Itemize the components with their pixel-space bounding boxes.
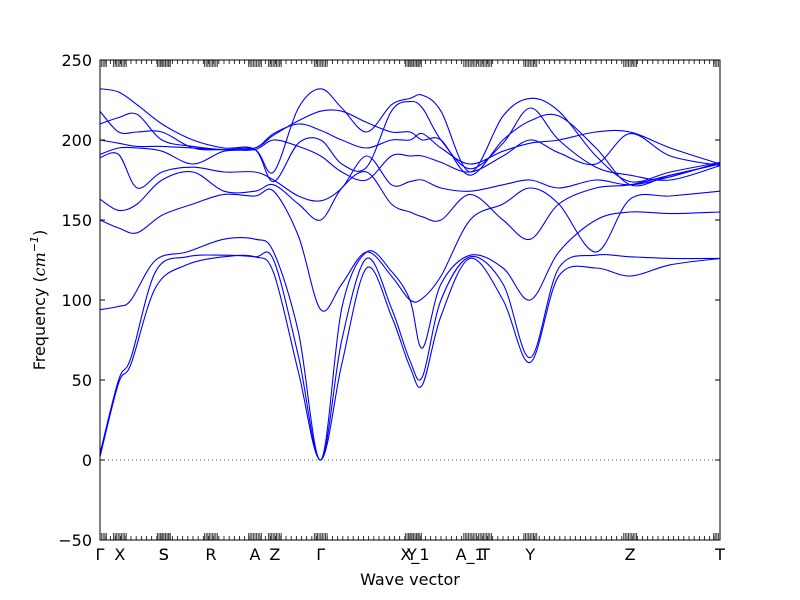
hs-point-label: X	[114, 545, 125, 564]
hs-point-label: S	[159, 545, 169, 564]
phonon-branch-4	[99, 187, 721, 312]
hs-point-label: T	[479, 545, 490, 564]
phonon-branch-9	[99, 109, 721, 187]
y-tick-label: 100	[61, 291, 92, 310]
hs-point-label: A	[250, 545, 261, 564]
phonon-branch-5	[99, 163, 721, 241]
phonon-branch-6	[99, 152, 721, 202]
y-tick-label: −50	[58, 531, 92, 550]
phonon-branch-11	[99, 88, 721, 183]
y-tick-label: 200	[61, 131, 92, 150]
phonon-branch-7	[99, 133, 721, 182]
hs-point-label: Γ	[96, 545, 105, 564]
phonon-branch-1	[99, 254, 721, 461]
y-tick-label: 0	[82, 451, 92, 470]
hs-point-label: R	[205, 545, 216, 564]
hs-point-label: X_1	[400, 545, 429, 565]
phonon-branch-3	[99, 211, 721, 461]
phonon-branch-8	[99, 123, 721, 165]
hs-point-label: Z	[269, 545, 280, 564]
y-tick-label: 150	[61, 211, 92, 230]
phonon-branch-10	[99, 88, 721, 183]
hs-point-label: Z	[625, 545, 636, 564]
x-axis-title: Wave vector	[360, 570, 460, 589]
hs-point-label: Γ	[316, 545, 325, 564]
hs-point-label: A_1	[456, 545, 485, 565]
hs-point-label: S	[159, 545, 169, 564]
hs-point-label: Y	[524, 545, 535, 564]
y-tick-label: 250	[61, 51, 92, 70]
plot-frame	[99, 59, 721, 541]
hs-point-label: Y	[406, 545, 417, 564]
y-tick-label: 50	[72, 371, 92, 390]
hs-point-label: T	[714, 545, 725, 564]
phonon-branch-2	[99, 251, 721, 461]
y-axis-title: Frequency (cm−1)	[28, 230, 49, 371]
